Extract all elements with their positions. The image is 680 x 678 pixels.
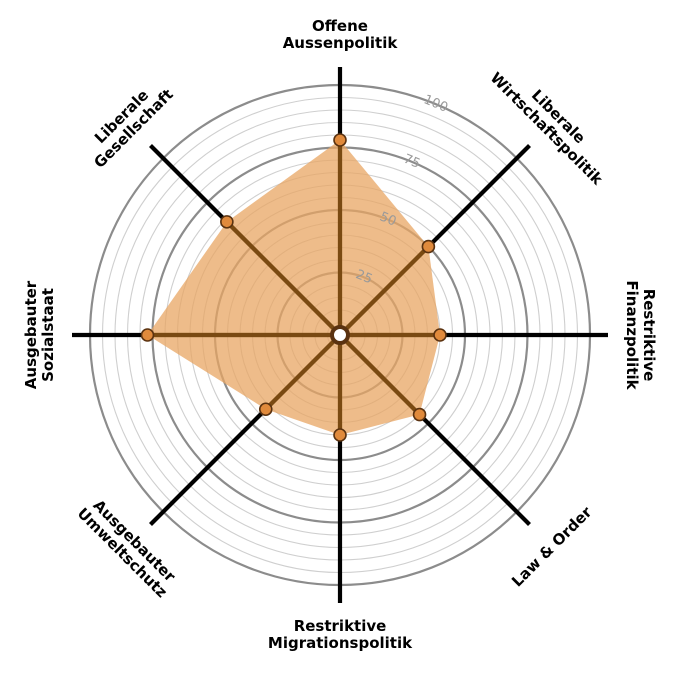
tick-label-100: 100 (421, 92, 450, 115)
inner-spoke-liberale-gesellschaft (225, 220, 342, 337)
data-points (140, 133, 447, 442)
axis-label-line: Ausgebauter (22, 280, 40, 389)
data-point-ausgebauter-umweltschutz (258, 402, 273, 417)
tick-label-50: 50 (377, 209, 398, 229)
axis-label-ausgebauter-sozialstaat: Ausgebauter Sozialstaat (22, 280, 57, 389)
inner-spoke-law-order (338, 333, 422, 417)
inner-spoke-liberale-wirtschaftspolitik (338, 245, 430, 337)
axis-label-line: Finanzpolitik (623, 280, 641, 390)
tick-label-25: 25 (353, 267, 374, 287)
axis-label-line: Restriktive (640, 289, 658, 382)
axis-label-line: Aussenpolitik (283, 34, 399, 52)
axis-label-line: Offene (312, 17, 368, 35)
axis-label-line: Sozialstaat (39, 288, 57, 382)
tick-label-75: 75 (401, 152, 422, 172)
data-point-ausgebauter-sozialstaat (140, 328, 155, 342)
tick-labels: 25 50 75 100 (353, 92, 450, 287)
inner-spokes (147, 140, 440, 435)
data-point-liberale-wirtschaftspolitik (421, 239, 436, 254)
inner-spoke-ausgebauter-umweltschutz (264, 333, 342, 411)
data-point-restriktive-migrationspolitik (333, 428, 347, 442)
axis-label-line: Migrationspolitik (268, 634, 413, 652)
axis-label-line: Restriktive (294, 617, 387, 635)
data-point-law-order (412, 407, 427, 422)
data-point-liberale-gesellschaft (220, 215, 234, 229)
data-point-offene-aussenpolitik (333, 133, 347, 147)
data-point-restriktive-finanzpolitik (433, 328, 447, 342)
center-marker (330, 325, 350, 345)
